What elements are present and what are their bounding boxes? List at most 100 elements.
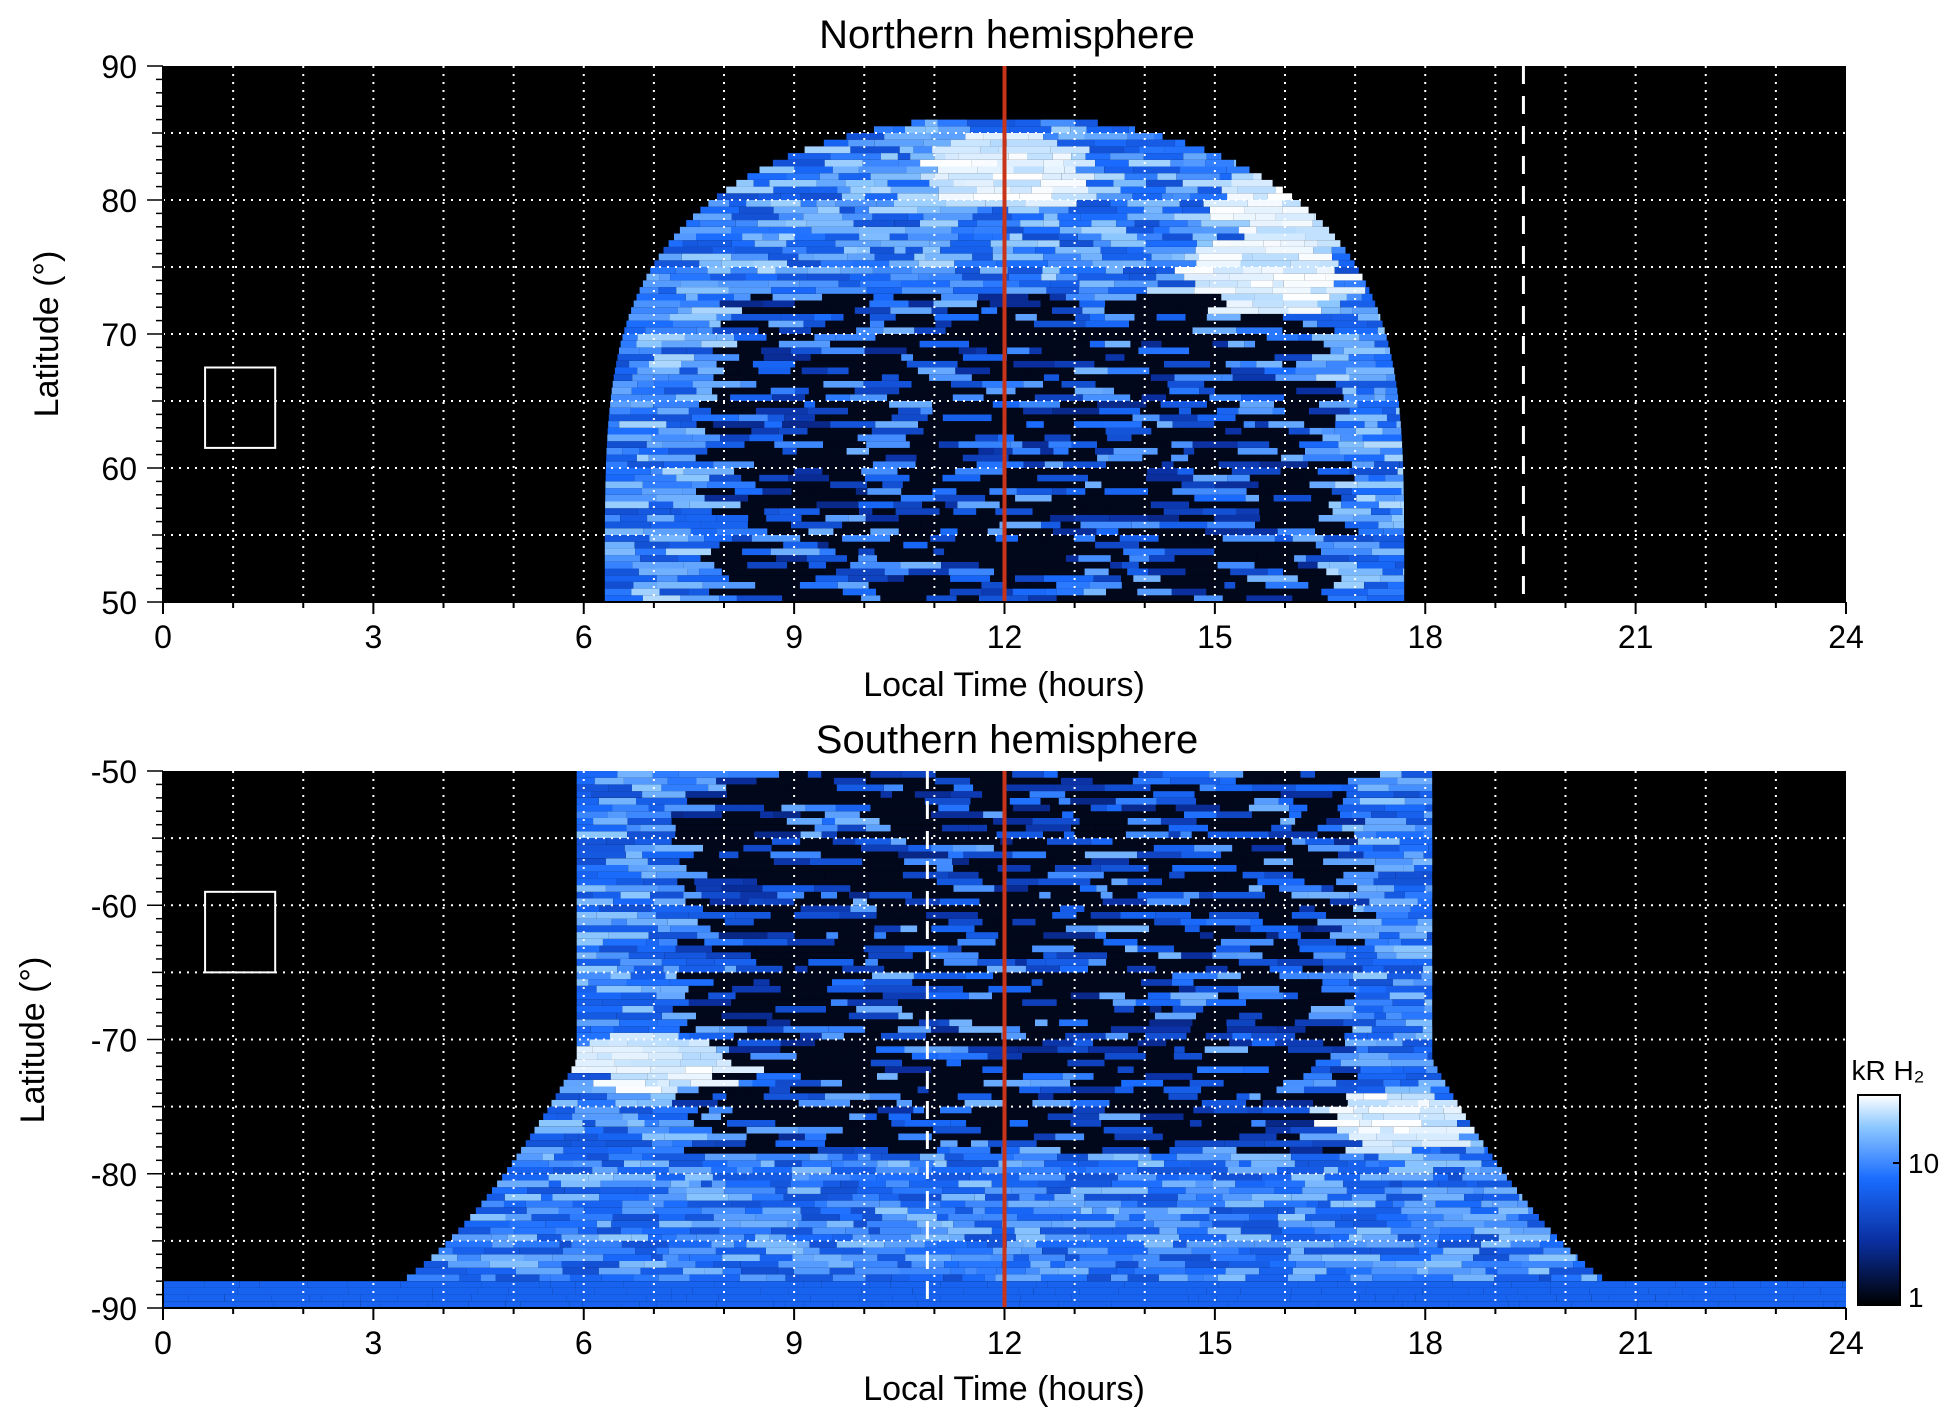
emission-cell (1388, 938, 1402, 946)
emission-cell (1013, 871, 1048, 879)
emission-cell (1176, 1153, 1214, 1161)
emission-cell (1297, 575, 1342, 582)
emission-cell (1364, 1153, 1379, 1161)
emission-cell (1009, 233, 1023, 241)
emission-cell (747, 447, 783, 455)
emission-cell (1252, 1059, 1273, 1067)
emission-cell (880, 360, 907, 368)
emission-cell (1022, 1073, 1063, 1080)
emission-cell (1285, 414, 1336, 422)
emission-cell (1427, 932, 1433, 939)
emission-cell (457, 1254, 481, 1261)
emission-cell (770, 912, 795, 919)
emission-cell (605, 885, 659, 892)
emission-cell (773, 905, 801, 912)
emission-cell (1196, 240, 1213, 247)
emission-cell (1043, 932, 1095, 939)
emission-cell (829, 791, 870, 798)
emission-cell (1032, 1099, 1071, 1107)
emission-cell (689, 1180, 702, 1188)
emission-cell (562, 1267, 599, 1275)
emission-cell (936, 1214, 949, 1221)
emission-cell (1121, 561, 1139, 569)
emission-cell (954, 999, 974, 1006)
emission-cell (1129, 320, 1175, 328)
emission-cell (953, 885, 995, 892)
emission-cell (1056, 273, 1078, 281)
emission-cell (1376, 1214, 1408, 1221)
emission-cell (715, 555, 730, 562)
emission-cell (951, 387, 987, 395)
emission-cell (711, 1240, 735, 1248)
emission-cell (1158, 1274, 1188, 1282)
emission-cell (930, 535, 956, 542)
emission-cell (760, 811, 774, 818)
emission-cell (677, 1086, 699, 1094)
emission-cell (935, 885, 954, 892)
emission-cell (621, 1227, 642, 1235)
emission-cell (727, 791, 747, 798)
emission-cell (1147, 1247, 1192, 1255)
emission-cell (972, 1039, 1007, 1047)
emission-cell (745, 1140, 776, 1147)
emission-cell (590, 1026, 614, 1033)
emission-cell (693, 851, 720, 859)
emission-cell (934, 777, 971, 785)
emission-cell (935, 1005, 953, 1013)
emission-cell (521, 1146, 564, 1154)
emission-cell (1283, 992, 1298, 1000)
emission-cell (729, 200, 746, 207)
emission-cell (935, 932, 967, 939)
emission-cell (771, 1227, 813, 1235)
emission-cell (1104, 1052, 1146, 1060)
emission-cell (1009, 126, 1052, 133)
emission-cell (1093, 347, 1139, 355)
emission-cell (940, 1140, 958, 1147)
emission-cell (707, 447, 747, 455)
emission-cell (697, 932, 719, 939)
emission-cell (1406, 818, 1433, 825)
emission-cell (1053, 568, 1085, 576)
emission-cell (1006, 912, 1053, 919)
emission-cell (627, 1126, 670, 1134)
emission-cell (746, 1240, 798, 1248)
emission-cell (995, 508, 1033, 515)
emission-cell (1258, 307, 1289, 314)
emission-cell (1280, 818, 1296, 825)
emission-cell (780, 468, 795, 475)
emission-cell (806, 220, 854, 227)
emission-cell (979, 771, 1013, 778)
emission-cell (1071, 1294, 1117, 1302)
emission-cell (661, 340, 702, 348)
emission-cell (779, 771, 808, 778)
emission-cell (730, 797, 746, 805)
emission-cell (759, 166, 795, 174)
emission-cell (1142, 1026, 1191, 1033)
emission-cell (836, 1120, 849, 1127)
emission-cell (1323, 965, 1363, 973)
emission-cell (752, 1167, 774, 1174)
emission-cell (1166, 394, 1210, 401)
emission-cell (854, 307, 891, 314)
emission-cell (1326, 1267, 1346, 1275)
emission-cell (898, 1012, 913, 1020)
emission-cell (1411, 1146, 1431, 1154)
emission-cell (1148, 1187, 1186, 1194)
emission-cell (656, 575, 678, 582)
emission-cell (1206, 938, 1221, 946)
emission-cell (962, 273, 1009, 281)
emission-cell (671, 818, 714, 825)
emission-cell (539, 1274, 551, 1282)
emission-cell (1388, 1099, 1418, 1107)
emission-cell (1260, 514, 1273, 522)
emission-cell (1393, 521, 1405, 529)
emission-cell (1096, 528, 1119, 535)
emission-cell (595, 1120, 628, 1127)
emission-cell (1102, 898, 1147, 906)
emission-cell (1180, 1214, 1210, 1221)
emission-cell (775, 1140, 826, 1147)
emission-cell (952, 844, 977, 852)
emission-cell (685, 1173, 713, 1181)
emission-cell (794, 898, 829, 906)
emission-cell (1378, 871, 1396, 879)
